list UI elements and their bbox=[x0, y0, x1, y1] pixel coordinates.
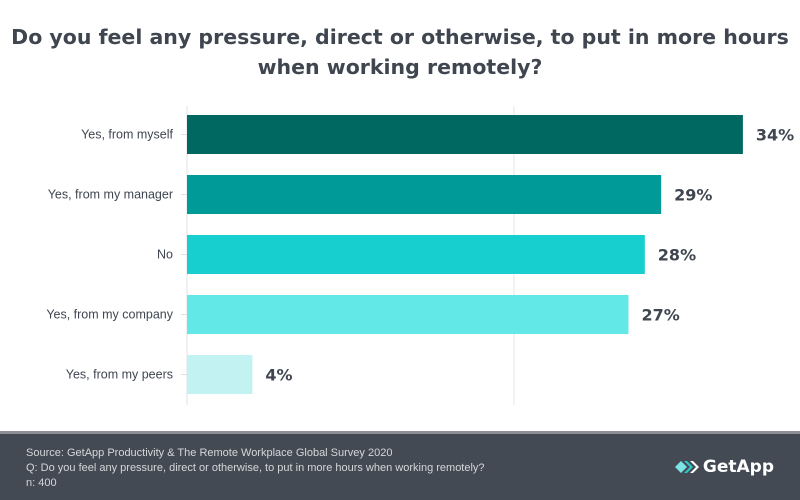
data-label: 28% bbox=[658, 246, 696, 265]
chart-title: Do you feel any pressure, direct or othe… bbox=[11, 25, 789, 79]
data-label: 27% bbox=[641, 306, 679, 325]
bar-chart: Yes, from myself 34% Yes, from my manager 2… bbox=[46, 106, 794, 405]
sample-size: n: 400 bbox=[26, 477, 57, 489]
footer: Source: GetApp Productivity & The Remote… bbox=[0, 431, 800, 500]
bar bbox=[187, 115, 743, 154]
category-label: Yes, from my manager bbox=[48, 188, 173, 202]
source-text: Source: GetApp Productivity & The Remote… bbox=[26, 447, 393, 459]
data-label: 4% bbox=[265, 366, 292, 385]
data-label: 34% bbox=[756, 126, 794, 145]
data-label: 29% bbox=[674, 186, 712, 205]
category-label: Yes, from myself bbox=[81, 128, 173, 142]
bar bbox=[187, 175, 662, 214]
bar bbox=[187, 355, 253, 394]
bar bbox=[187, 235, 645, 274]
getapp-logo-text: GetApp bbox=[702, 457, 774, 477]
category-label: Yes, from my peers bbox=[66, 368, 173, 382]
bar bbox=[187, 295, 629, 334]
getapp-logo-icon bbox=[674, 461, 699, 473]
category-label: Yes, from my company bbox=[46, 308, 173, 322]
question-text: Q: Do you feel any pressure, direct or o… bbox=[26, 462, 485, 474]
category-label: No bbox=[157, 248, 173, 262]
getapp-logo: GetApp bbox=[674, 457, 774, 477]
